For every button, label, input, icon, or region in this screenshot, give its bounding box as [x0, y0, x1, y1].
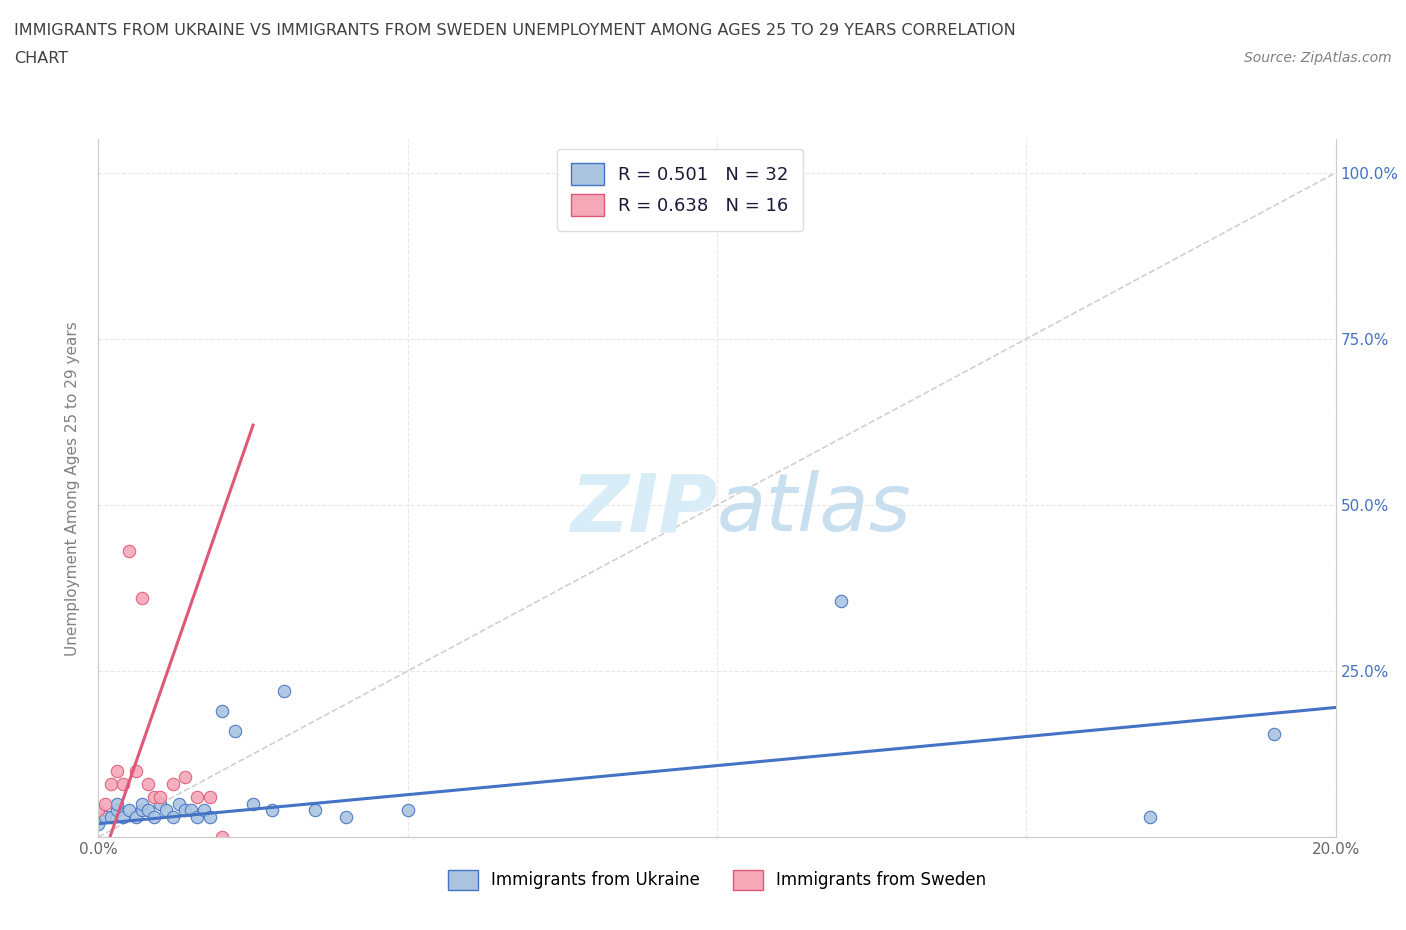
Point — [93, 796, 115, 811]
Point — [167, 796, 190, 811]
Text: ZIP: ZIP — [569, 471, 717, 548]
Point — [396, 803, 419, 817]
Legend: Immigrants from Ukraine, Immigrants from Sweden: Immigrants from Ukraine, Immigrants from… — [439, 861, 995, 898]
Point — [198, 810, 221, 825]
Point — [124, 764, 146, 778]
Point — [273, 684, 295, 698]
Point — [162, 777, 184, 791]
Point — [100, 810, 122, 825]
Point — [131, 803, 153, 817]
Point — [211, 830, 233, 844]
Point — [198, 790, 221, 804]
Point — [186, 810, 208, 825]
Point — [149, 796, 172, 811]
Text: IMMIGRANTS FROM UKRAINE VS IMMIGRANTS FROM SWEDEN UNEMPLOYMENT AMONG AGES 25 TO : IMMIGRANTS FROM UKRAINE VS IMMIGRANTS FR… — [14, 23, 1015, 38]
Point — [118, 544, 141, 559]
Point — [193, 803, 215, 817]
Point — [211, 703, 233, 718]
Point — [174, 803, 197, 817]
Point — [143, 810, 166, 825]
Point — [100, 777, 122, 791]
Point — [174, 770, 197, 785]
Point — [124, 810, 146, 825]
Text: atlas: atlas — [717, 471, 912, 548]
Point — [93, 810, 115, 825]
Point — [131, 591, 153, 605]
Point — [112, 777, 135, 791]
Point — [87, 817, 110, 831]
Point — [87, 803, 110, 817]
Point — [162, 810, 184, 825]
Point — [830, 593, 852, 608]
Point — [118, 803, 141, 817]
Point — [105, 803, 128, 817]
Point — [224, 724, 246, 738]
Point — [180, 803, 202, 817]
Point — [131, 796, 153, 811]
Point — [105, 796, 128, 811]
Point — [149, 790, 172, 804]
Text: Source: ZipAtlas.com: Source: ZipAtlas.com — [1244, 51, 1392, 65]
Point — [304, 803, 326, 817]
Point — [186, 790, 208, 804]
Point — [1139, 810, 1161, 825]
Point — [143, 790, 166, 804]
Point — [136, 803, 159, 817]
Point — [112, 810, 135, 825]
Y-axis label: Unemployment Among Ages 25 to 29 years: Unemployment Among Ages 25 to 29 years — [65, 321, 80, 656]
Point — [242, 796, 264, 811]
Point — [136, 777, 159, 791]
Point — [155, 803, 177, 817]
Text: CHART: CHART — [14, 51, 67, 66]
Point — [105, 764, 128, 778]
Point — [260, 803, 283, 817]
Point — [335, 810, 357, 825]
Point — [1263, 726, 1285, 741]
